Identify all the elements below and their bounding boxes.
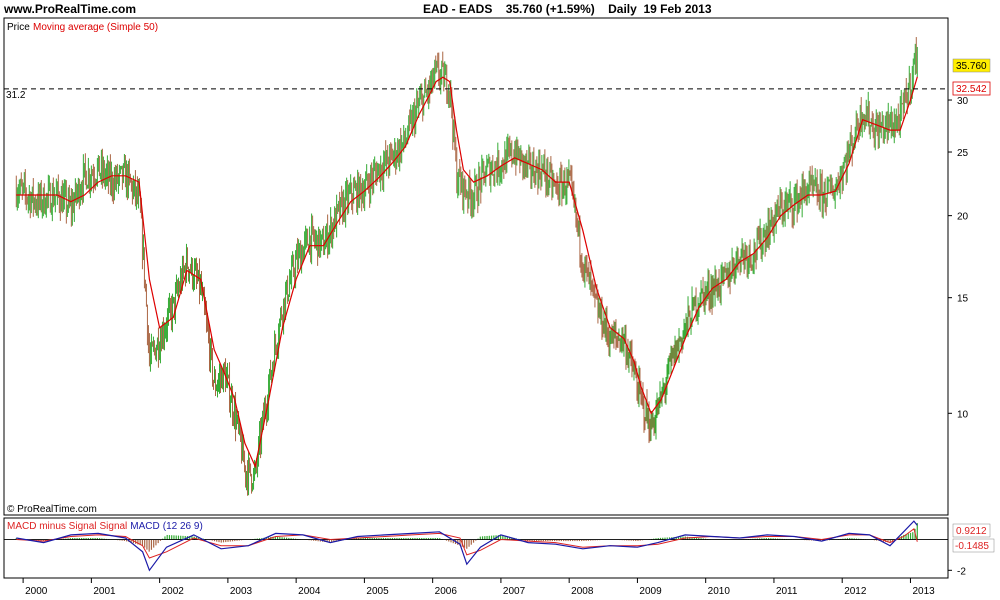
macd-badge-box <box>952 523 991 538</box>
header-date: 19 Feb 2013 <box>643 2 712 16</box>
price-bars <box>15 37 918 496</box>
x-tick-label: 2009 <box>639 586 662 597</box>
macd-y-tick-label: -2 <box>957 566 966 577</box>
x-tick-label: 2012 <box>844 586 867 597</box>
header-period: Daily <box>608 2 637 16</box>
price-panel-frame <box>3 17 949 516</box>
macd-y-axis: -2 <box>948 566 966 577</box>
price-y-tick-label: 15 <box>957 294 969 305</box>
macd-legend: MACD minus Signal Signal MACD (12 26 9) <box>7 521 203 532</box>
x-tick-label: 2000 <box>25 586 48 597</box>
signal-badge-box <box>952 538 995 553</box>
x-tick-label: 2013 <box>912 586 935 597</box>
price-y-tick-label: 20 <box>957 212 969 223</box>
macd-line <box>16 520 918 572</box>
reference-line-label: 31.2 <box>6 90 26 101</box>
chart-header: EAD - EADS 35.760 (+1.59%) Daily 19 Feb … <box>423 2 712 16</box>
x-tick-label: 2004 <box>298 586 321 597</box>
x-tick-label: 2003 <box>230 586 253 597</box>
x-tick-label: 2005 <box>366 586 389 597</box>
header-price: 35.760 <box>505 2 543 16</box>
ticker: EAD - EADS <box>423 2 493 16</box>
macd-panel-frame <box>3 517 949 579</box>
price-y-axis: 10 15 20 25 30 <box>948 96 969 420</box>
site-label[interactable]: www.ProRealTime.com <box>4 2 137 16</box>
price-y-tick-label: 10 <box>957 409 969 420</box>
moving-average-line <box>16 76 918 469</box>
legend-params: (12 26 9) <box>163 521 203 532</box>
x-tick-label: 2001 <box>93 586 116 597</box>
legend-price: Price <box>7 22 30 33</box>
x-axis: 2000 2001 2002 2003 2004 2005 2006 2007 2008 2009… <box>22 578 935 597</box>
last-price-badge-box <box>952 58 991 73</box>
x-tick-label: 2010 <box>708 586 731 597</box>
x-tick-label: 2011 <box>776 586 798 597</box>
top-bar: www.ProRealTime.com EAD - EADS 35.760 (+… <box>0 0 1000 18</box>
macd-histogram <box>15 523 918 552</box>
ma-badge-box <box>952 81 991 96</box>
legend-macd: MACD <box>130 521 159 532</box>
x-tick-label: 2006 <box>435 586 458 597</box>
ma-badge: 32.542 <box>956 84 987 95</box>
legend-moving-average: Moving average (Simple 50) <box>33 22 158 33</box>
macd-badge: 0.9212 <box>956 526 987 537</box>
signal-line <box>16 527 918 559</box>
price-y-tick-label: 30 <box>957 96 969 107</box>
copyright: © ProRealTime.com <box>7 504 97 515</box>
x-tick-label: 2007 <box>503 586 526 597</box>
signal-badge: -0.1485 <box>955 541 989 552</box>
header-change: (+1.59%) <box>545 2 595 16</box>
legend-signal: Signal <box>99 521 127 532</box>
last-price-badge: 35.760 <box>956 61 987 72</box>
x-tick-label: 2002 <box>162 586 185 597</box>
x-tick-label: 2008 <box>571 586 594 597</box>
price-y-tick-label: 25 <box>957 148 969 159</box>
legend-hist: MACD minus Signal <box>7 521 96 532</box>
